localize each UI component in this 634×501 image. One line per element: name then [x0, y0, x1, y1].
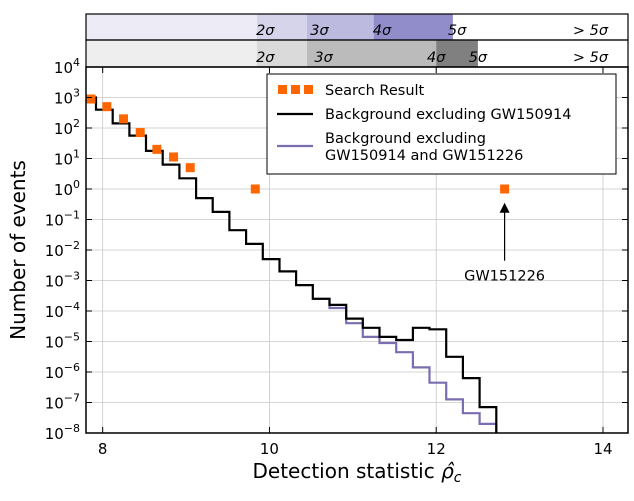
band-top-label: > 5σ [573, 23, 609, 39]
legend-marker [291, 85, 300, 94]
search-result-point [169, 152, 179, 162]
search-result-point [152, 144, 162, 154]
x-tick-label: 12 [427, 440, 446, 458]
band-top-label: 3σ [310, 23, 329, 39]
band-bottom-label: 4σ [427, 50, 446, 66]
y-tick-label: 10−7 [45, 392, 80, 413]
y-tick-label: 10−8 [45, 422, 80, 443]
band-bottom-label: 5σ [469, 50, 488, 66]
step-line-background-excluding-gw150914 [86, 96, 498, 433]
band-bottom-segment [436, 40, 478, 67]
band-bottom-label: > 5σ [573, 50, 609, 66]
annotations: GW151226 [464, 202, 545, 285]
band-top-segment [306, 14, 374, 40]
y-tick-label: 10−6 [45, 361, 80, 382]
band-bottom-segment [86, 40, 257, 67]
band-bottom-segment [256, 40, 307, 67]
y-tick-label: 10−3 [45, 270, 80, 291]
y-tick-label: 10−5 [45, 331, 80, 352]
step-line-background-excluding-gw150914-and-gw151226 [312, 297, 498, 433]
y-tick-label: 10−4 [45, 300, 80, 321]
y-tick-label: 103 [54, 87, 80, 108]
x-axis-label: Detection statistic ρ̂c [252, 459, 461, 486]
band-top-segment [256, 14, 307, 40]
x-tick-label: 14 [593, 440, 612, 458]
y-tick-label: 10−2 [45, 239, 80, 260]
y-tick-label: 100 [54, 178, 80, 199]
legend-box [266, 73, 617, 175]
band-top-label: 4σ [373, 23, 392, 39]
y-tick-label: 101 [54, 148, 80, 169]
band-top-segment [373, 14, 453, 40]
y-axis-label: Number of events [6, 160, 30, 340]
search-result-point [102, 102, 112, 112]
search-result-point [86, 94, 96, 104]
search-result-point [250, 184, 260, 194]
legend-marker [278, 85, 287, 94]
y-tick-label: 10−1 [45, 209, 80, 230]
legend-label: Background excluding [325, 131, 486, 147]
search-result-point [500, 184, 510, 194]
annotation-arrow-head [499, 202, 510, 213]
legend: Search Result Background excluding GW1509… [266, 73, 617, 175]
band-bottom-label: 2σ [256, 50, 275, 66]
band-top-label: 2σ [256, 23, 275, 39]
legend-label: GW150914 and GW151226 [325, 148, 523, 164]
y-tick-label: 102 [54, 117, 80, 138]
search-result-point [135, 128, 145, 138]
legend-label: Search Result [325, 83, 425, 99]
band-bottom-label: 3σ [314, 50, 333, 66]
axis-ticks: 8 10 12 14 10−8 10−7 10−6 10−5 10−4 10−3 10−2 10−1 1… [45, 56, 628, 458]
series-layer [86, 94, 510, 433]
search-result-point [119, 114, 129, 124]
y-tick-label: 104 [54, 56, 80, 77]
band-top-segment [86, 14, 257, 40]
legend-label: Background excluding GW150914 [325, 107, 571, 123]
x-tick-label: 8 [98, 440, 108, 458]
x-tick-label: 10 [260, 440, 279, 458]
search-result-point [185, 163, 195, 173]
band-top-label: 5σ [448, 23, 467, 39]
band-bottom-segment [306, 40, 437, 67]
annotation-label: GW151226 [464, 269, 545, 285]
legend-marker [304, 85, 313, 94]
